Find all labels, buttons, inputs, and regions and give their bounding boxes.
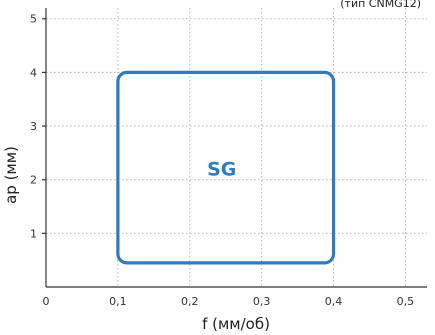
y-tick-label: 5 xyxy=(30,13,37,26)
y-tick-label: 3 xyxy=(30,120,37,133)
region-sg xyxy=(116,70,336,265)
x-tick-label: 0,2 xyxy=(181,295,199,308)
x-tick-label: 0,1 xyxy=(109,295,127,308)
axes-layer xyxy=(45,8,427,288)
region-layer: SG xyxy=(116,70,336,265)
x-tick-label: 0,3 xyxy=(253,295,271,308)
x-tick-label: 0 xyxy=(43,295,50,308)
y-tick-label: 1 xyxy=(30,227,37,240)
x-tick-label: 0,5 xyxy=(397,295,415,308)
x-axis-label: f (мм/об) xyxy=(202,315,270,333)
y-tick-label: 4 xyxy=(30,66,37,79)
grid-layer xyxy=(46,8,427,287)
tick-layer: 0 0,1 0,2 0,3 0,4 0,5 1 2 3 4 5 xyxy=(30,13,414,308)
y-axis-label: ap (мм) xyxy=(2,146,20,204)
x-tick-label: 0,4 xyxy=(325,295,343,308)
chart-note: (тип CNMG12) xyxy=(340,0,421,10)
y-tick-label: 2 xyxy=(30,174,37,187)
region-label-sg: SG xyxy=(207,159,236,181)
